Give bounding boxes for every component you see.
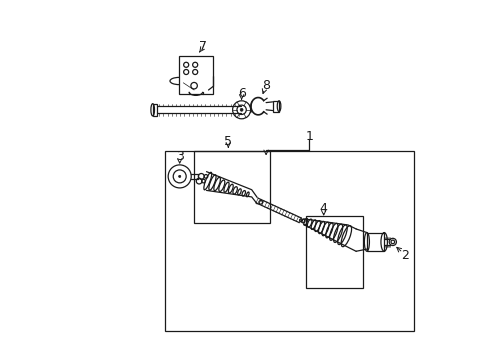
Bar (305, 216, 363, 288)
Text: 2: 2 (401, 249, 408, 262)
Text: 7: 7 (199, 40, 207, 53)
Text: 8: 8 (262, 79, 269, 92)
Bar (179, 56, 213, 94)
Circle shape (178, 175, 181, 177)
Circle shape (240, 108, 243, 111)
Text: 1: 1 (305, 130, 313, 143)
Text: 6: 6 (237, 87, 245, 100)
Bar (152, 104, 157, 116)
Bar (366, 233, 384, 251)
Bar (165, 151, 413, 331)
Bar (194, 151, 269, 223)
Text: 4: 4 (319, 202, 327, 215)
Text: 3: 3 (175, 150, 183, 163)
Bar (272, 101, 279, 112)
Text: 5: 5 (224, 135, 232, 148)
